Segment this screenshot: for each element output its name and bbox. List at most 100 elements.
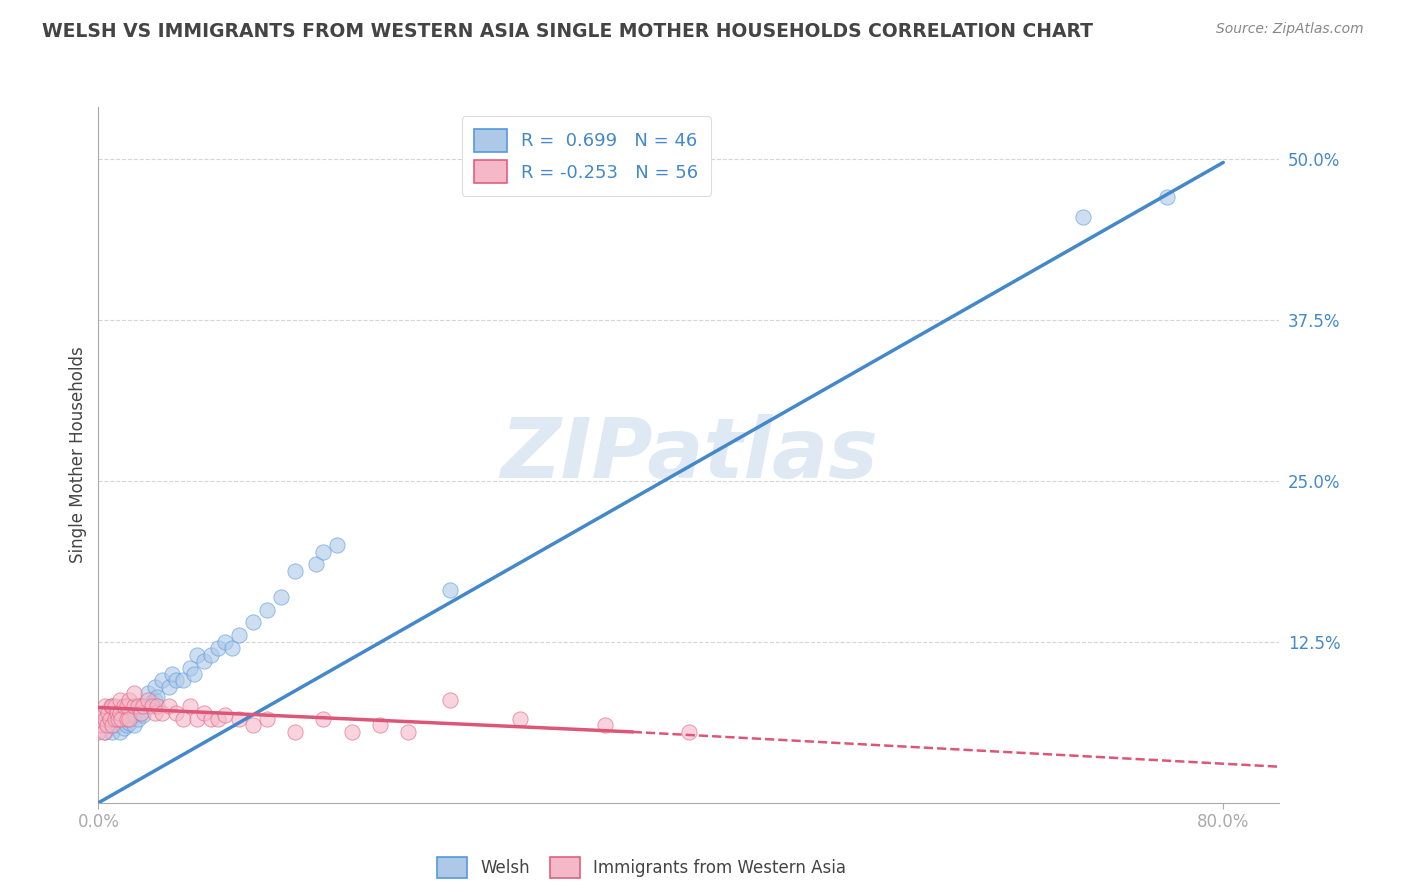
Point — [118, 715, 141, 730]
Text: ZIPatlas: ZIPatlas — [501, 415, 877, 495]
Point — [172, 712, 194, 726]
Point — [93, 725, 115, 739]
Point — [183, 667, 205, 681]
Point — [1156, 190, 1178, 204]
Point — [228, 628, 250, 642]
Point — [104, 699, 127, 714]
Point — [214, 708, 236, 723]
Y-axis label: Single Mother Households: Single Mother Households — [69, 347, 87, 563]
Point — [143, 680, 166, 694]
Point — [256, 712, 278, 726]
Point — [115, 712, 138, 726]
Point — [94, 725, 117, 739]
Point — [150, 673, 173, 688]
Point — [228, 712, 250, 726]
Point — [157, 699, 180, 714]
Point — [678, 725, 700, 739]
Point — [115, 699, 138, 714]
Point — [284, 564, 307, 578]
Point — [104, 712, 127, 726]
Point — [101, 699, 124, 714]
Point — [172, 673, 194, 688]
Point — [439, 692, 461, 706]
Point — [326, 538, 349, 552]
Point — [108, 725, 131, 739]
Point — [101, 725, 124, 739]
Point — [221, 641, 243, 656]
Point — [118, 712, 141, 726]
Point — [127, 712, 149, 726]
Point — [97, 706, 120, 720]
Legend: Welsh, Immigrants from Western Asia: Welsh, Immigrants from Western Asia — [430, 850, 853, 885]
Point — [186, 648, 208, 662]
Point — [141, 695, 163, 709]
Point — [146, 690, 169, 705]
Point — [1071, 210, 1094, 224]
Point — [100, 699, 122, 714]
Point — [101, 718, 124, 732]
Point — [312, 712, 335, 726]
Point — [396, 725, 419, 739]
Point — [186, 712, 208, 726]
Point — [122, 718, 145, 732]
Point — [207, 641, 229, 656]
Point — [165, 673, 187, 688]
Point — [312, 544, 335, 558]
Point — [129, 706, 152, 720]
Point — [129, 699, 152, 714]
Point — [122, 699, 145, 714]
Point — [91, 706, 114, 720]
Point — [270, 590, 292, 604]
Point — [115, 718, 138, 732]
Point — [165, 706, 187, 720]
Point — [87, 725, 110, 739]
Point — [122, 708, 145, 723]
Point — [94, 712, 117, 726]
Point — [200, 648, 222, 662]
Point — [87, 712, 110, 726]
Point — [101, 712, 124, 726]
Point — [129, 706, 152, 720]
Point — [136, 692, 159, 706]
Text: WELSH VS IMMIGRANTS FROM WESTERN ASIA SINGLE MOTHER HOUSEHOLDS CORRELATION CHART: WELSH VS IMMIGRANTS FROM WESTERN ASIA SI… — [42, 22, 1094, 41]
Point — [118, 692, 141, 706]
Point — [90, 718, 112, 732]
Point — [340, 725, 363, 739]
Point — [242, 718, 264, 732]
Point — [193, 706, 215, 720]
Point — [98, 718, 121, 732]
Point — [160, 667, 183, 681]
Point — [112, 699, 135, 714]
Point — [108, 692, 131, 706]
Point — [94, 699, 117, 714]
Text: Source: ZipAtlas.com: Source: ZipAtlas.com — [1216, 22, 1364, 37]
Point — [207, 712, 229, 726]
Point — [127, 699, 149, 714]
Point — [439, 583, 461, 598]
Point — [136, 699, 159, 714]
Point — [193, 654, 215, 668]
Point — [96, 718, 118, 732]
Point — [112, 721, 135, 735]
Point — [200, 712, 222, 726]
Point — [284, 725, 307, 739]
Point — [107, 712, 129, 726]
Point — [593, 718, 616, 732]
Point — [132, 708, 155, 723]
Point — [214, 634, 236, 648]
Point — [110, 712, 132, 726]
Point — [104, 718, 127, 732]
Point — [157, 680, 180, 694]
Point — [108, 706, 131, 720]
Point — [509, 712, 531, 726]
Point — [242, 615, 264, 630]
Point — [98, 712, 121, 726]
Point — [108, 712, 131, 726]
Point — [132, 699, 155, 714]
Point — [150, 706, 173, 720]
Point — [122, 686, 145, 700]
Point — [105, 706, 128, 720]
Point — [143, 706, 166, 720]
Point — [179, 699, 201, 714]
Point — [143, 692, 166, 706]
